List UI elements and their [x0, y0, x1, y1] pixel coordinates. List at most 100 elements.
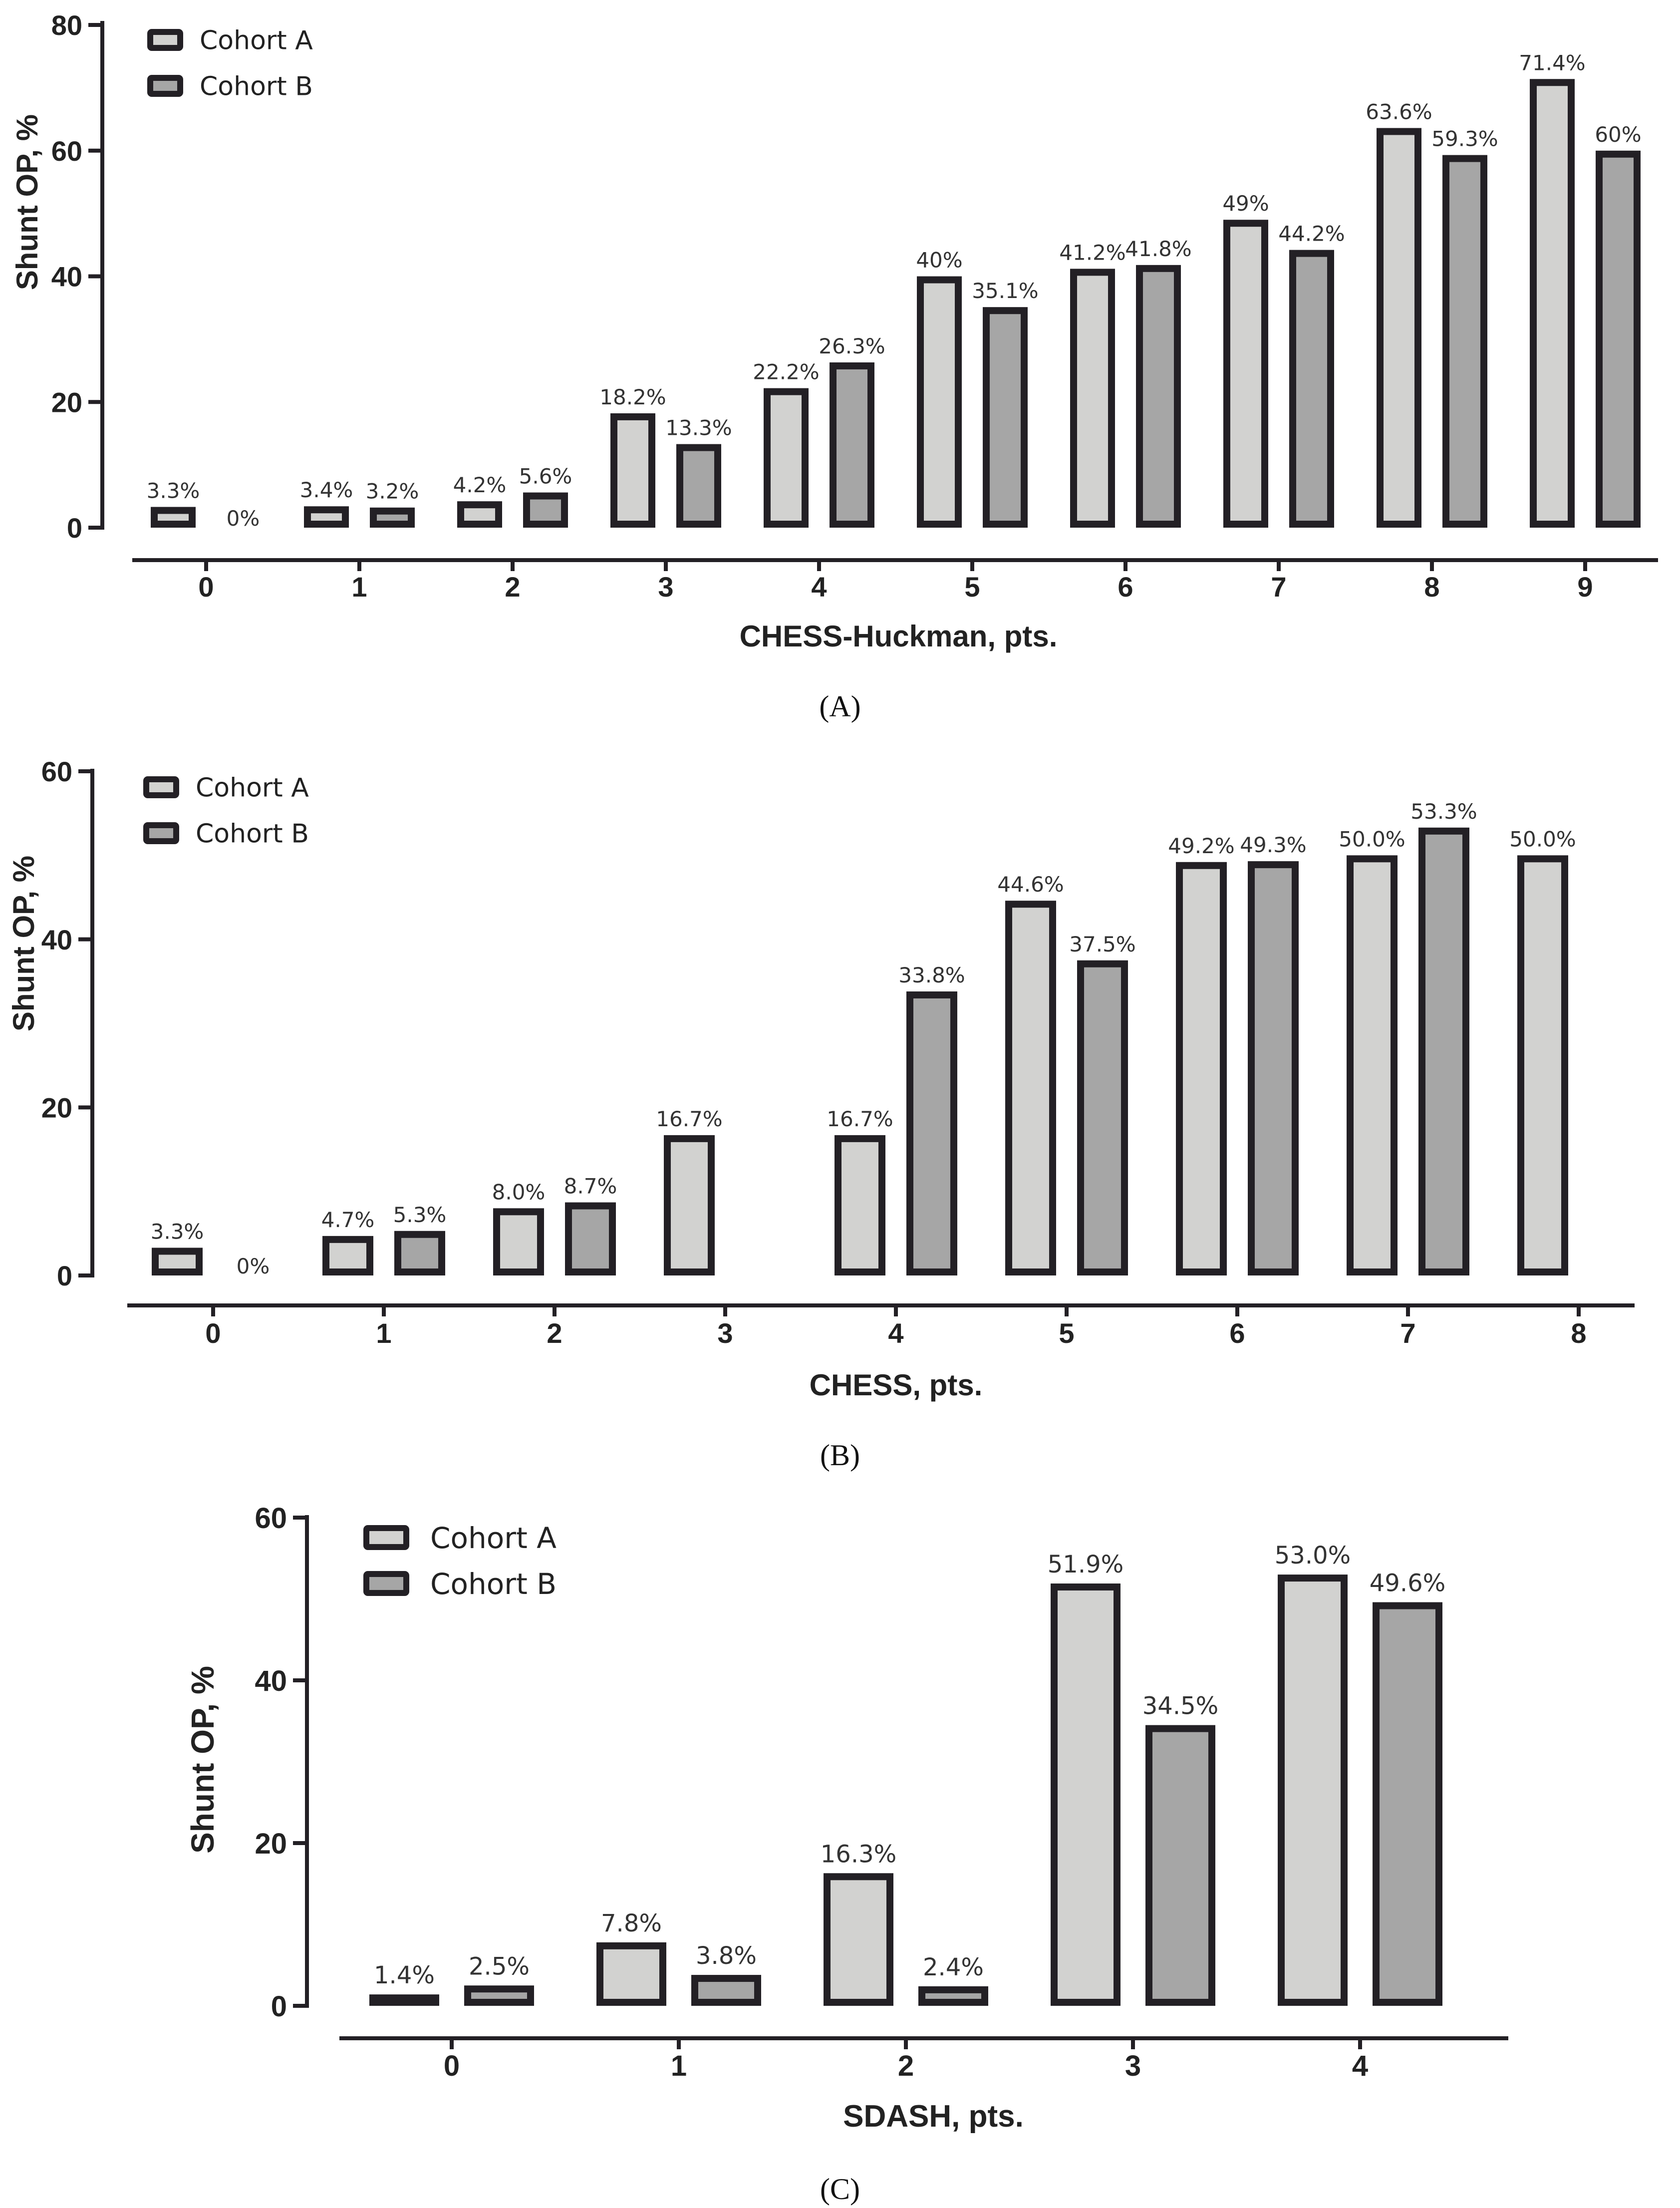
bar-cohort-a [1223, 220, 1268, 528]
x-tick-label: 4 [811, 571, 827, 603]
chart-panel-c: 0 20 40 60 0 1.4% 2.5% 1 7.8% 3.8% 2 16.3% 2.4% 3 51.9… [185, 1502, 1508, 2206]
x-tick-label: 0 [198, 571, 214, 603]
bar-cohort-a [152, 1248, 203, 1275]
bar-cohort-a [1530, 79, 1575, 528]
bar-value-label: 63.6% [1366, 99, 1432, 124]
y-tick-label: 80 [51, 9, 82, 41]
panel-label: (B) [820, 1439, 860, 1472]
x-tick-label: 7 [1271, 571, 1286, 603]
bar-value-label: 7.8% [601, 1909, 662, 1937]
bar-value-label: 2.5% [469, 1952, 530, 1980]
bar-value-label: 49.3% [1240, 833, 1306, 857]
y-tick-label: 40 [41, 924, 72, 955]
x-tick-label: 2 [547, 1317, 562, 1349]
y-tick-label: 0 [57, 1260, 72, 1291]
bar-value-label: 50.0% [1339, 827, 1405, 851]
x-tick-label: 3 [658, 571, 673, 603]
y-tick-label: 20 [41, 1092, 72, 1123]
x-tick-label: 3 [1125, 2050, 1141, 2082]
bar-cohort-b [464, 1985, 534, 2006]
bar-cohort-a [596, 1942, 666, 2006]
bar-cohort-b [906, 991, 957, 1275]
bar-cohort-b [1596, 150, 1641, 528]
x-tick-label: 1 [351, 571, 367, 603]
bar-cohort-a [1070, 269, 1115, 528]
y-tick-label: 0 [67, 512, 82, 544]
bar-cohort-a [1005, 901, 1056, 1275]
panel-label: (A) [819, 690, 860, 723]
bar-value-label: 53.0% [1275, 1542, 1351, 1570]
legend-label-cohort-b: Cohort B [200, 72, 313, 102]
bar-cohort-a [457, 501, 502, 528]
bar-value-label: 4.2% [453, 473, 507, 497]
x-tick-label: 2 [505, 571, 520, 603]
y-tick-label: 20 [255, 1828, 287, 1860]
legend-swatch-cohort-a [363, 1525, 409, 1550]
y-tick-label: 60 [51, 135, 82, 167]
bar-cohort-a [610, 413, 655, 528]
bar-value-label: 44.6% [997, 872, 1064, 897]
bar-value-label: 59.3% [1431, 127, 1498, 151]
x-tick-label: 5 [964, 571, 980, 603]
bar-value-label: 4.7% [321, 1208, 375, 1232]
bar-cohort-a [917, 276, 962, 528]
bar-value-label: 18.2% [599, 385, 666, 409]
bar-cohort-a [369, 1994, 439, 2006]
x-axis-title: CHESS, pts. [810, 1368, 983, 1402]
bar-cohort-a [1278, 1575, 1348, 2006]
bar-value-label: 1.4% [374, 1961, 435, 1989]
x-tick-label: 6 [1118, 571, 1133, 603]
legend: Cohort A Cohort B [363, 1521, 557, 1601]
y-tick-label: 60 [255, 1502, 287, 1535]
bar-cohort-b [565, 1202, 616, 1276]
bar-cohort-a [1517, 855, 1568, 1276]
legend-swatch-cohort-a [147, 29, 183, 51]
bar-cohort-b [676, 444, 721, 528]
x-tick-label: 3 [717, 1317, 733, 1349]
x-tick-label: 7 [1400, 1317, 1415, 1349]
x-tick-label: 5 [1059, 1317, 1074, 1349]
bar-cohort-b [1418, 827, 1469, 1275]
x-tick-label: 1 [671, 2050, 687, 2082]
x-axis-title: SDASH, pts. [843, 2099, 1024, 2134]
y-axis-title: Shunt OP, % [10, 114, 44, 290]
bar-cohort-b [1248, 861, 1299, 1276]
legend: Cohort A Cohort B [147, 26, 313, 102]
bar-value-label: 3.3% [147, 478, 200, 503]
bar-cohort-a [764, 388, 809, 528]
x-tick-label: 9 [1577, 571, 1593, 603]
bar-value-label: 49.2% [1168, 834, 1234, 858]
bar-value-label: 49.6% [1370, 1570, 1445, 1597]
x-tick-label: 1 [376, 1317, 391, 1349]
bar-value-label: 3.8% [696, 1942, 757, 1970]
legend-swatch-cohort-a [143, 776, 179, 798]
bar-value-label: 71.4% [1519, 50, 1585, 75]
x-tick-label: 8 [1571, 1317, 1586, 1349]
bar-value-label: 3.4% [300, 478, 353, 502]
x-tick-label: 6 [1229, 1317, 1245, 1349]
bar-value-label: 50.0% [1509, 827, 1576, 851]
x-tick-label: 4 [888, 1317, 903, 1349]
bar-cohort-b [1442, 155, 1487, 528]
bar-value-label: 16.3% [821, 1840, 896, 1868]
bar-cohort-b [1373, 1602, 1442, 2006]
bar-cohort-b [983, 307, 1028, 528]
x-axis-title: CHESS-Huckman, pts. [740, 620, 1058, 653]
bar-cohort-a [493, 1208, 544, 1275]
x-tick-label: 0 [444, 2050, 460, 2082]
x-tick-label: 8 [1424, 571, 1439, 603]
bar-cohort-a [664, 1135, 715, 1275]
bar-value-label: 37.5% [1069, 932, 1135, 956]
legend-label-cohort-b: Cohort B [196, 819, 309, 849]
bar-cohort-b [1077, 960, 1128, 1275]
legend-label-cohort-a: Cohort A [196, 773, 309, 803]
x-tick-label: 4 [1352, 2050, 1368, 2082]
bar-value-label: 16.7% [656, 1107, 722, 1131]
legend-label-cohort-a: Cohort A [430, 1521, 557, 1555]
bar-value-label: 53.3% [1410, 799, 1477, 824]
legend-label-cohort-b: Cohort B [430, 1567, 557, 1601]
legend-swatch-cohort-b [363, 1571, 409, 1596]
bar-cohort-b [918, 1986, 988, 2006]
y-tick-label: 60 [41, 756, 72, 787]
bar-cohort-a [1347, 855, 1398, 1276]
